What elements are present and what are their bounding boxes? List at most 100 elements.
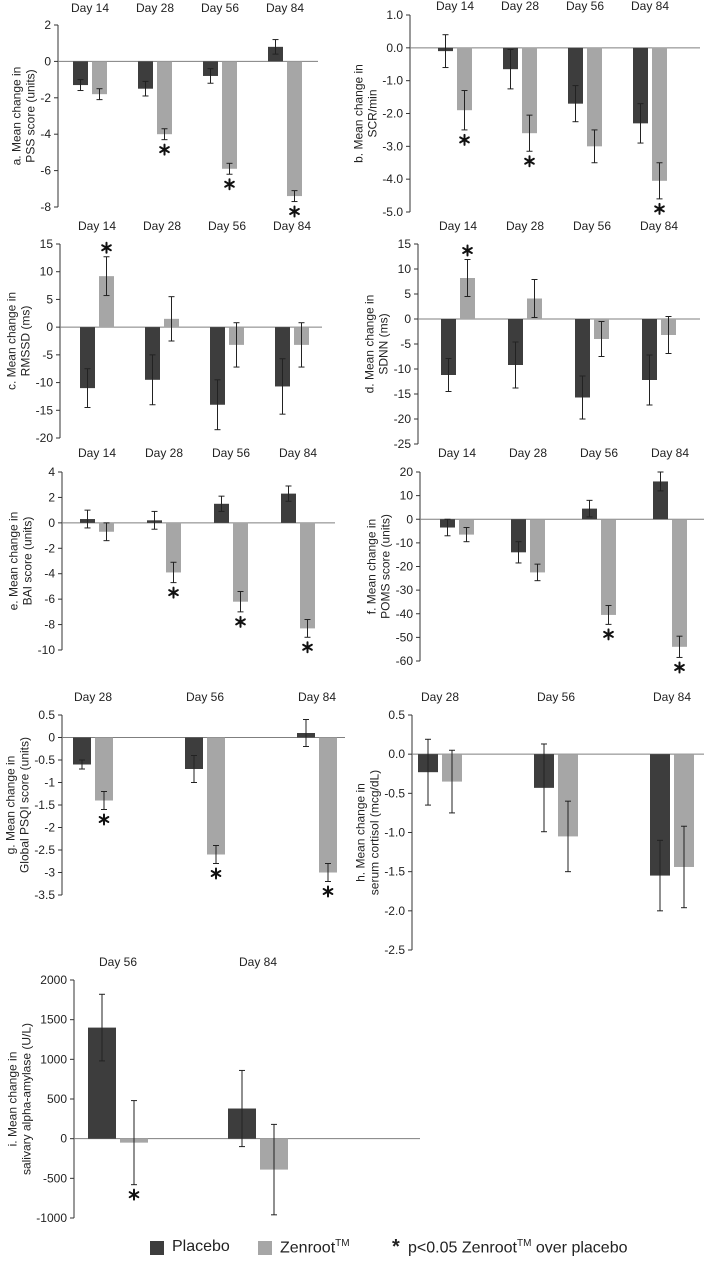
category-label: Day 14 bbox=[439, 219, 477, 233]
y-tick-label: -4.0 bbox=[382, 172, 403, 186]
y-tick-label: -2.0 bbox=[382, 107, 403, 121]
y-tick-label: 0 bbox=[404, 312, 411, 326]
bar-zenroot bbox=[92, 61, 107, 95]
bar-zenroot bbox=[460, 278, 475, 319]
y-axis-label: h. Mean change inserum cortisol (mcg/dL) bbox=[353, 770, 381, 895]
category-label: Day 28 bbox=[136, 1, 174, 15]
legend-label-zenroot: ZenrootTM bbox=[280, 1238, 350, 1257]
asterisk-stroke bbox=[235, 618, 246, 626]
category-label: Day 56 bbox=[201, 1, 239, 15]
y-tick-label: -5 bbox=[400, 337, 411, 351]
y-axis-label: c. Mean change inRMSSD (ms) bbox=[5, 292, 33, 390]
y-tick-label: -2 bbox=[44, 821, 55, 835]
legend-swatch-zenroot bbox=[258, 1241, 272, 1255]
legend: Placebo ZenrootTM * p<0.05 ZenrootTM ove… bbox=[0, 1234, 704, 1264]
category-label: Day 14 bbox=[78, 219, 116, 233]
panel-b: 1.0 0.0 -1.0 -2.0 -3.0 -4.0 -5.0 b. Mean change… bbox=[351, 0, 700, 219]
y-tick-label: 10 bbox=[400, 489, 414, 503]
y-tick-label: -40 bbox=[396, 607, 414, 621]
y-axis-label: d. Mean change inSDNN (ms) bbox=[363, 295, 391, 394]
zenroot-text: Zenroot bbox=[280, 1239, 336, 1257]
significance-asterisk-icon: * bbox=[392, 1236, 400, 1258]
y-axis-label-line: g. Mean change in bbox=[3, 756, 17, 855]
bar-placebo bbox=[441, 319, 456, 375]
bar-zenroot bbox=[287, 61, 302, 197]
category-label: Day 84 bbox=[298, 690, 336, 704]
panel-a: 2 0 -2 -4 -6 -8 a. Mean change inPSS score (un… bbox=[9, 1, 318, 218]
y-tick-label: -30 bbox=[396, 583, 414, 597]
y-tick-label: -2.0 bbox=[384, 904, 405, 918]
y-tick-label: -6 bbox=[44, 592, 55, 606]
category-label: Day 14 bbox=[71, 1, 109, 15]
bar-zenroot bbox=[558, 754, 578, 837]
asterisk-stroke bbox=[322, 888, 334, 895]
y-tick-label: -3 bbox=[44, 866, 55, 880]
y-tick-label: -0.5 bbox=[384, 786, 405, 800]
bar-placebo bbox=[281, 493, 296, 523]
y-axis-label-line: salivary alpha-amylase (U/L) bbox=[19, 1023, 33, 1175]
bar-zenroot bbox=[300, 522, 315, 629]
bar-placebo bbox=[633, 47, 648, 124]
y-tick-label: 4 bbox=[48, 465, 55, 479]
bar-placebo bbox=[185, 737, 203, 769]
y-tick-label: -20 bbox=[36, 431, 54, 445]
y-tick-label: -25 bbox=[394, 437, 412, 451]
y-tick-label: -50 bbox=[396, 630, 414, 644]
category-label: Day 84 bbox=[651, 446, 689, 460]
y-axis-label: f. Mean change inPOMS score (units) bbox=[365, 514, 393, 619]
category-label: Day 56 bbox=[208, 219, 246, 233]
significance-asterisk bbox=[459, 133, 470, 146]
significance-asterisk bbox=[462, 244, 473, 257]
y-tick-label: 0 bbox=[48, 516, 55, 530]
y-tick-label: -2.5 bbox=[384, 943, 405, 957]
y-axis-label-line: PSS score (units) bbox=[23, 69, 37, 162]
category-label: Day 28 bbox=[509, 446, 547, 460]
y-tick-label: -15 bbox=[36, 403, 54, 417]
y-tick-label: 1.0 bbox=[386, 8, 403, 22]
asterisk-stroke bbox=[159, 146, 170, 154]
bar-placebo bbox=[145, 327, 160, 380]
category-label: Day 84 bbox=[640, 219, 678, 233]
significance-asterisk bbox=[322, 885, 334, 898]
sig-text-1: p<0.05 Zenroot bbox=[408, 1239, 517, 1257]
category-label: Day 14 bbox=[436, 0, 474, 13]
y-tick-label: -15 bbox=[394, 387, 412, 401]
y-axis-label-line: SDNN (ms) bbox=[377, 313, 391, 374]
y-tick-label: 0.5 bbox=[38, 708, 55, 722]
bar-zenroot bbox=[459, 519, 474, 535]
panel-c: 15 10 5 0 -5 -10 -15 -20 c. Mean change inRMSSD … bbox=[5, 219, 322, 445]
y-tick-label: 0.5 bbox=[388, 708, 405, 722]
category-label: Day 14 bbox=[78, 446, 116, 460]
asterisk-stroke bbox=[128, 1191, 140, 1199]
y-tick-label: 0 bbox=[44, 54, 51, 68]
y-axis-label-line: Global PSQI score (units) bbox=[17, 737, 31, 873]
y-tick-label: -10 bbox=[396, 536, 414, 550]
y-tick-label: -60 bbox=[396, 654, 414, 668]
bar-placebo bbox=[653, 481, 668, 520]
bar-placebo bbox=[575, 319, 590, 398]
y-tick-label: -8 bbox=[44, 618, 55, 632]
bar-placebo bbox=[73, 61, 88, 86]
y-axis-label: b. Mean change inSCR/min bbox=[351, 64, 379, 163]
y-tick-label: -4 bbox=[44, 567, 55, 581]
y-tick-label: -1000 bbox=[36, 1211, 67, 1225]
legend-swatch-placebo bbox=[150, 1241, 164, 1255]
category-label: Day 14 bbox=[438, 446, 476, 460]
y-axis-label-line: i. Mean change in bbox=[5, 1052, 19, 1147]
significance-asterisk bbox=[302, 641, 313, 654]
y-tick-label: 0 bbox=[60, 1132, 67, 1146]
bar-placebo bbox=[80, 327, 95, 389]
category-label: Day 56 bbox=[573, 219, 611, 233]
asterisk-stroke bbox=[224, 180, 235, 188]
bar-zenroot bbox=[530, 519, 545, 573]
y-tick-label: 0 bbox=[406, 512, 413, 526]
y-axis-label-line: d. Mean change in bbox=[363, 295, 377, 394]
category-label: Day 28 bbox=[501, 0, 539, 13]
category-label: Day 56 bbox=[566, 0, 604, 13]
bar-zenroot bbox=[157, 61, 172, 135]
y-axis-label-line: a. Mean change in bbox=[9, 67, 23, 166]
category-label: Day 84 bbox=[653, 690, 691, 704]
asterisk-stroke bbox=[459, 136, 470, 144]
category-label: Day 84 bbox=[266, 1, 304, 15]
y-axis-label-line: POMS score (units) bbox=[379, 514, 393, 619]
